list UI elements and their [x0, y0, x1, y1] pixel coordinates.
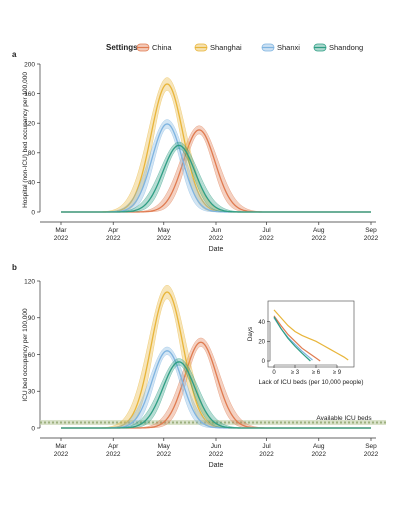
inset-ytick-label: 20	[258, 340, 265, 346]
panel-b-xtick-label-year: 2022	[54, 451, 69, 458]
inset-xtick-label: 0	[272, 370, 276, 376]
panel-a-xtick-label-month: Jun	[211, 227, 222, 234]
legend-label-shanghai: Shanghai	[210, 43, 242, 52]
panel-b-xtick-label-month: Apr	[108, 443, 119, 450]
panel-b-line-shandong	[61, 361, 371, 429]
panel-b-xtick-label-year: 2022	[364, 451, 379, 458]
panel-a-ytick-label: 200	[24, 61, 35, 68]
available-icu-beds-line	[40, 419, 386, 425]
panel-b-xtick-label-month: Aug	[313, 443, 325, 450]
available-icu-beds-label: Available ICU beds	[316, 415, 372, 422]
panel-a-xtick-label-year: 2022	[259, 235, 274, 242]
panel-a-axes: 04080120160200Mar2022Apr2022May2022Jun20…	[24, 61, 378, 242]
panel-a-ytick-label: 40	[28, 180, 36, 187]
panel-b-xtick-label-month: Jun	[211, 443, 222, 450]
inset-xtick-label: ≥ 6	[312, 370, 321, 376]
panel-b-axes: 0306090120Mar2022Apr2022May2022Jun2022Ju…	[24, 278, 378, 458]
panel-a-line-shanghai	[61, 83, 371, 213]
legend-label-shandong: Shandong	[329, 43, 363, 52]
panel-a-xtick-label-year: 2022	[106, 235, 121, 242]
panel-a-band-shanxi	[61, 119, 371, 213]
legend: Settings China Shanghai Shanxi Shandong	[106, 43, 363, 52]
panel-a-band-shandong	[61, 141, 371, 213]
panel-b-ytick-label: 120	[24, 278, 35, 285]
panel-b-xtick-label-year: 2022	[259, 451, 274, 458]
inset-ytick-label: 40	[258, 320, 265, 326]
panel-a-xtick-label-year: 2022	[54, 235, 69, 242]
panel-b-xtick-label-month: Jul	[262, 443, 271, 450]
panel-b-xtick-label-year: 2022	[312, 451, 327, 458]
panel-b-xtick-label-year: 2022	[106, 451, 121, 458]
inset-line-china	[273, 315, 321, 362]
panel-a-ytick-label: 160	[24, 91, 35, 98]
panel-b-xtick-label-month: May	[158, 443, 171, 450]
inset-ylabel: Days	[247, 327, 254, 341]
inset-xtick-label: ≥ 3	[291, 370, 300, 376]
panel-b-xtick-label-year: 2022	[157, 451, 172, 458]
panel-a-xtick-label-month: May	[158, 227, 171, 234]
legend-items: China Shanghai Shanxi Shandong	[136, 43, 363, 52]
panel-a-chart: 04080120160200Mar2022Apr2022May2022Jun20…	[22, 61, 379, 253]
panel-a-xtick-label-month: Jul	[262, 227, 271, 234]
panel-b-ylabel: ICU bed occupancy per 100,000	[22, 308, 29, 402]
inset-ytick-label: 0	[262, 359, 266, 365]
panel-b-ytick-label: 90	[28, 315, 36, 322]
panel-a-ylabel: Hospital (non-ICU) bed occupancy per 100…	[22, 72, 29, 208]
panel-b-band-shandong	[61, 358, 371, 429]
panel-a-xtick-label-year: 2022	[209, 235, 224, 242]
panel-b-xtick-label-month: Sep	[365, 443, 377, 450]
panel-a-band-shanghai	[61, 77, 371, 213]
panel-b-chart: 0306090120Mar2022Apr2022May2022Jun2022Ju…	[22, 278, 386, 469]
panel-b-band-china	[61, 337, 371, 429]
panel-b-ytick-label: 60	[28, 352, 36, 359]
inset-xlabel: Lack of ICU beds (per 10,000 people)	[258, 379, 363, 386]
panel-a-ytick-label: 120	[24, 121, 35, 128]
panel-b-band-shanxi	[61, 346, 371, 429]
panel-a-xtick-label-month: Sep	[365, 227, 377, 234]
legend-title: Settings	[106, 43, 138, 52]
panel-label-a: a	[12, 50, 17, 59]
panel-a-series	[61, 77, 371, 213]
inset-line-shanghai	[273, 309, 349, 361]
panel-a-xtick-label-month: Aug	[313, 227, 325, 234]
inset-series	[273, 309, 349, 362]
panel-a-ytick-label: 0	[31, 209, 35, 216]
panel-b-series	[61, 284, 371, 429]
inset-xtick-label: ≥ 9	[333, 370, 342, 376]
panel-a-ytick-label: 80	[28, 150, 36, 157]
panel-b-band-shanghai	[61, 284, 371, 429]
inset-chart: 0 20 40 0 ≥ 3 ≥ 6 ≥ 9 Lack of ICU beds (per 10…	[247, 300, 364, 386]
panel-a-line-shandong	[61, 144, 371, 213]
panel-a-xtick-label-month: Apr	[108, 227, 119, 234]
panel-b-xtick-label-year: 2022	[209, 451, 224, 458]
legend-label-shanxi: Shanxi	[277, 43, 300, 52]
panel-b-ytick-label: 30	[28, 389, 36, 396]
panel-a-xtick-label-year: 2022	[157, 235, 172, 242]
panel-b-ytick-label: 0	[31, 425, 35, 432]
panel-a-xtick-label-year: 2022	[312, 235, 327, 242]
legend-label-china: China	[152, 43, 172, 52]
panel-label-b: b	[12, 263, 17, 272]
panel-a-band-china	[61, 125, 371, 213]
inset-line-shandong	[273, 316, 311, 362]
inset-axes: 0 20 40 0 ≥ 3 ≥ 6 ≥ 9	[258, 320, 341, 376]
panel-a-xlabel: Date	[209, 246, 224, 253]
panel-b-xlabel: Date	[209, 462, 224, 469]
panel-a-xtick-label-year: 2022	[364, 235, 379, 242]
panel-a-xtick-label-month: Mar	[55, 227, 67, 234]
panel-b-xtick-label-month: Mar	[55, 443, 67, 450]
inset-frame	[267, 300, 355, 368]
